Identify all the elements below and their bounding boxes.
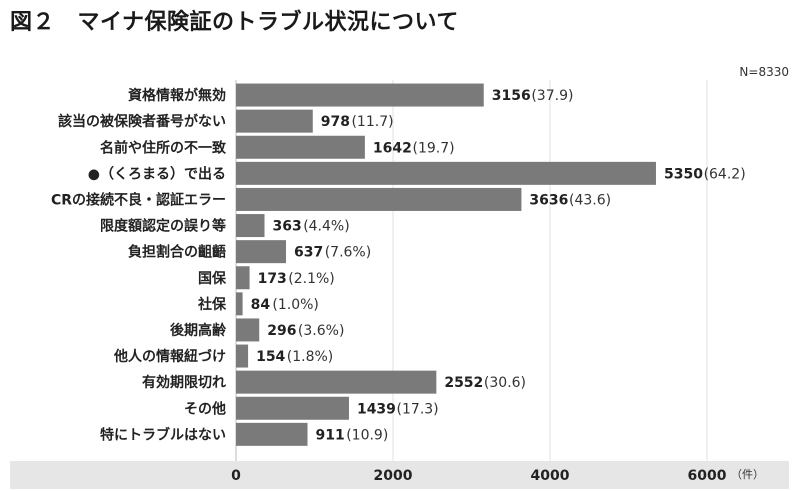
chart-title: 図２ マイナ保険証のトラブル状況について (10, 10, 459, 35)
category-label: 名前や住所の不一致 (100, 139, 227, 156)
value-label: 978 (321, 114, 350, 130)
x-axis-ticks: 0 2000 4000 6000 （件） (231, 468, 764, 484)
percent-label: (1.0%) (272, 297, 319, 313)
value-label: 3636 (529, 192, 568, 208)
percent-label: (37.9) (531, 88, 573, 104)
category-label: その他 (184, 400, 226, 417)
bar (236, 240, 287, 264)
x-tick-label: 2000 (374, 468, 413, 484)
category-label: 社保 (197, 296, 227, 313)
value-label: 363 (272, 219, 301, 235)
bar (236, 83, 484, 107)
category-label: CRの接続不良・認証エラー (51, 191, 226, 208)
percent-label: (1.8%) (287, 349, 334, 365)
bar (236, 161, 656, 185)
bar (236, 318, 260, 342)
value-label: 173 (258, 271, 287, 287)
percent-label: (2.1%) (288, 271, 335, 287)
category-label: ●（くろまる）で出る (88, 165, 226, 182)
bar (236, 292, 243, 316)
bars (236, 83, 656, 446)
bar (236, 135, 365, 159)
bar (236, 109, 313, 133)
category-label: 国保 (198, 270, 227, 287)
x-unit-label: （件） (731, 468, 764, 481)
category-label: 有効期限切れ (142, 374, 226, 391)
value-label: 154 (256, 349, 285, 365)
percent-label: (43.6) (569, 192, 611, 208)
value-label: 1642 (373, 140, 412, 156)
percent-label: (30.6) (484, 375, 526, 391)
value-label: 1439 (357, 401, 396, 417)
percent-label: (10.9) (346, 427, 388, 443)
value-label: 637 (294, 245, 323, 261)
value-labels: 3156 (37.9) 978 (11.7) 1642 (19.7) 5350 (64.2) 3… (251, 88, 746, 443)
category-label: 特にトラブルはない (100, 426, 226, 443)
percent-label: (64.2) (704, 166, 746, 182)
value-label: 5350 (664, 166, 703, 182)
bar (236, 396, 349, 420)
value-label: 2552 (444, 375, 483, 391)
value-label: 296 (267, 323, 296, 339)
percent-label: (7.6%) (325, 245, 372, 261)
value-label: 911 (316, 427, 345, 443)
percent-label: (19.7) (412, 140, 454, 156)
bar (236, 266, 250, 290)
x-tick-label: 4000 (531, 468, 570, 484)
category-label: 後期高齢 (170, 322, 227, 339)
x-tick-label: 0 (231, 468, 241, 484)
percent-label: (11.7) (351, 114, 393, 130)
x-axis-band (10, 461, 789, 489)
percent-label: (3.6%) (298, 323, 345, 339)
percent-label: (4.4%) (303, 219, 350, 235)
value-label: 3156 (492, 88, 531, 104)
percent-label: (17.3) (397, 401, 439, 417)
x-tick-label: 6000 (688, 468, 727, 484)
bar (236, 422, 308, 446)
bar (236, 187, 522, 211)
category-label: 該当の被保険者番号がない (58, 113, 226, 130)
bar (236, 344, 249, 368)
category-label: 限度額認定の誤り等 (100, 218, 226, 235)
category-label: 他人の情報紐づけ (113, 348, 226, 365)
bar (236, 214, 265, 238)
category-label: 負担割合の齟齬 (128, 244, 226, 261)
category-label: 資格情報が無効 (128, 87, 226, 104)
value-label: 84 (251, 297, 271, 313)
bar (236, 370, 437, 394)
sample-size-label: N=8330 (739, 65, 789, 79)
